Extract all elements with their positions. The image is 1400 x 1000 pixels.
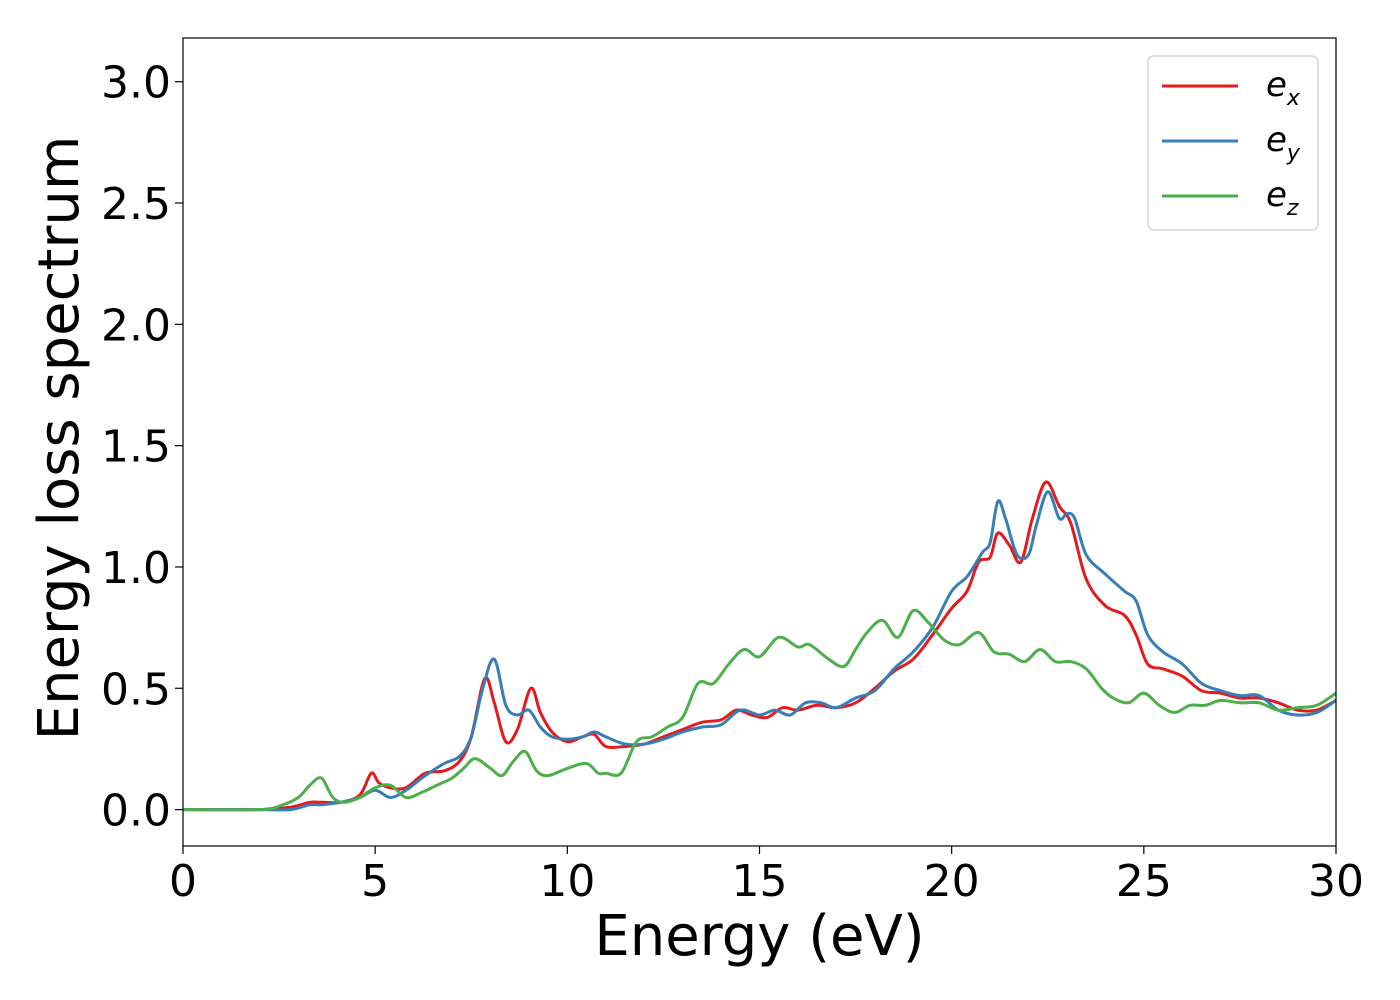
y-axis-title: Energy loss spectrum (27, 136, 92, 741)
legend-label-x: ex (1266, 65, 1301, 111)
x-tick-label: 0 (169, 856, 197, 907)
x-tick-label: 10 (539, 856, 595, 907)
legend-label-z: ez (1266, 175, 1299, 221)
series-line-y (182, 490, 1337, 812)
series-line-z (182, 608, 1337, 812)
y-tick-label: 1.5 (101, 422, 171, 473)
y-tick-label: 0.5 (101, 664, 171, 715)
x-axis: 0 5 10 15 20 25 30 (169, 846, 1364, 907)
y-tick-label: 2.0 (101, 300, 171, 351)
x-tick-label: 15 (732, 856, 788, 907)
legend-box (1147, 55, 1319, 231)
plot-lines (182, 480, 1337, 812)
legend-label-y: ey (1266, 120, 1301, 166)
series-line-x (182, 480, 1337, 812)
y-tick-label: 3.0 (101, 58, 171, 109)
y-tick-label: 2.5 (101, 179, 171, 230)
x-axis-title: Energy (eV) (594, 904, 924, 969)
y-axis: 0.0 0.5 1.0 1.5 2.0 2.5 3.0 (101, 58, 183, 837)
x-tick-label: 30 (1308, 856, 1364, 907)
x-tick-label: 5 (361, 856, 389, 907)
x-tick-label: 20 (924, 856, 980, 907)
y-tick-label: 1.0 (101, 543, 171, 594)
y-tick-label: 0.0 (101, 786, 171, 837)
x-tick-label: 25 (1116, 856, 1172, 907)
legend: ex ey ez (1147, 55, 1319, 231)
